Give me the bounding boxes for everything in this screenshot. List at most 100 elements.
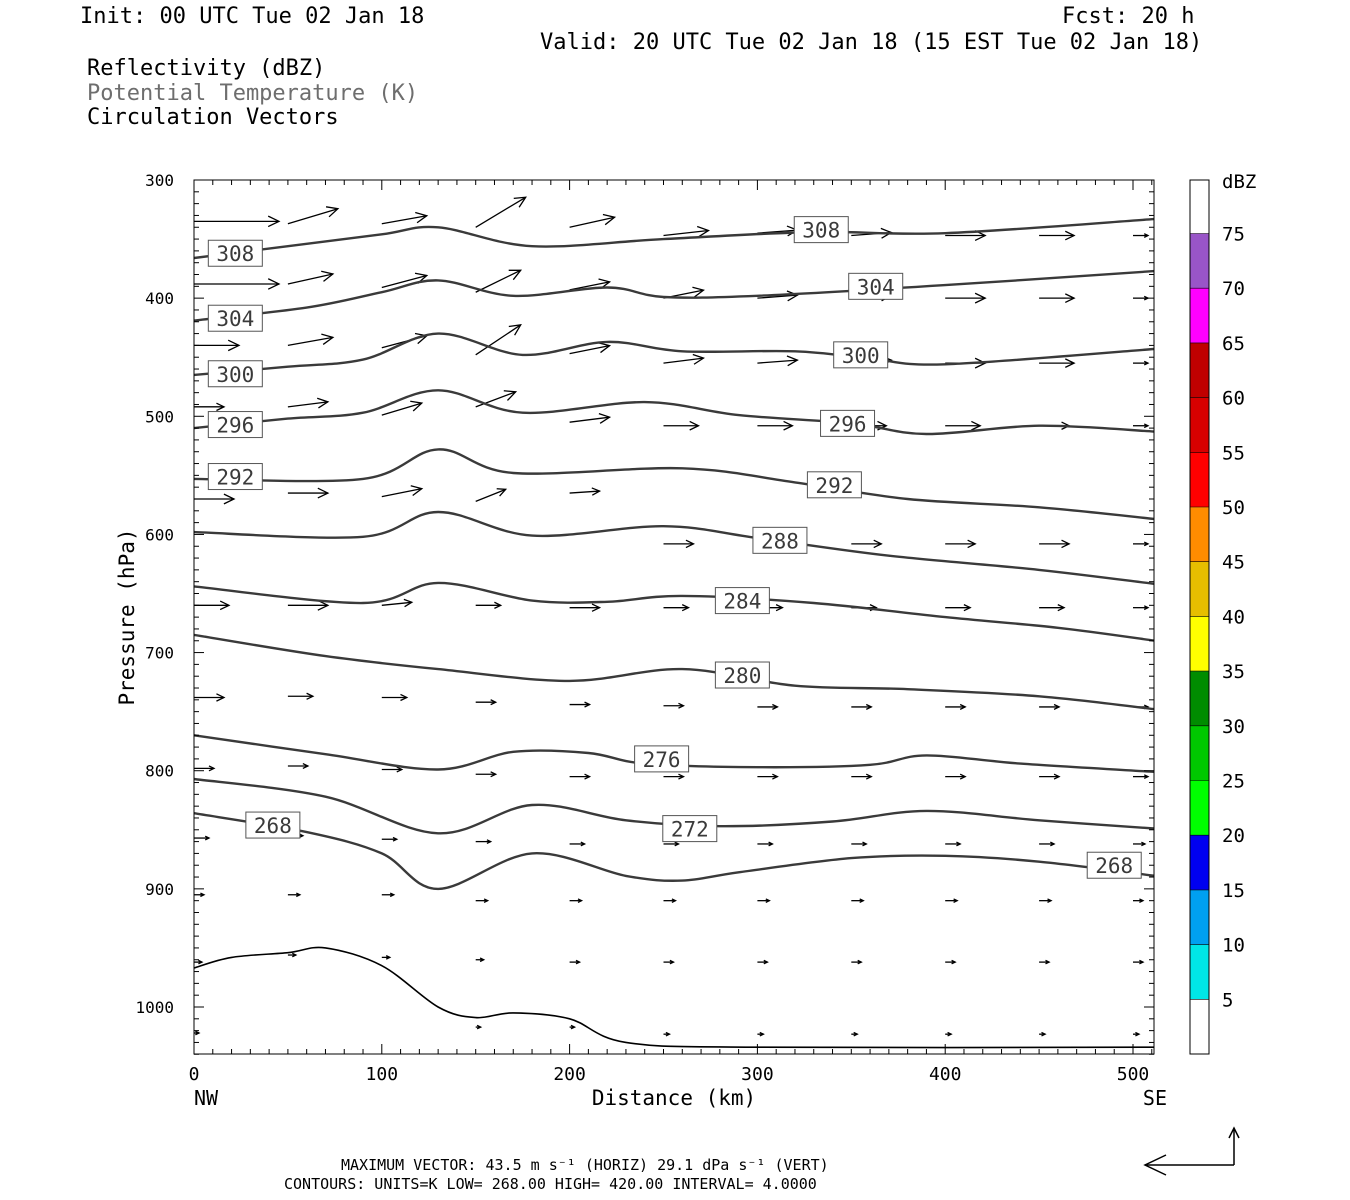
wind-vector: [1039, 230, 1076, 241]
wind-vector: [194, 959, 204, 965]
wind-vector: [475, 957, 486, 963]
x-tick-label: 300: [741, 1064, 774, 1085]
wind-vector: [381, 955, 392, 960]
x-end-label-nw: NW: [194, 1086, 219, 1110]
wind-vector: [475, 269, 523, 293]
theta-contour-280: [194, 633, 1154, 711]
colorbar-segment: [1190, 397, 1209, 453]
wind-vector: [1039, 358, 1076, 368]
contour-label-304: 304: [207, 304, 263, 332]
terrain-profile: [194, 946, 1154, 1049]
wind-vector: [381, 836, 399, 842]
wind-vector: [194, 835, 211, 841]
colorbar-segment: [1190, 944, 1209, 1000]
wind-vector: [194, 600, 231, 611]
wind-vector: [757, 355, 799, 367]
wind-vector: [945, 773, 967, 780]
wind-vector: [1039, 703, 1061, 710]
x-tick-label: 0: [189, 1064, 200, 1085]
colorbar-label: 45: [1222, 552, 1245, 574]
svg-text:268: 268: [1095, 854, 1133, 878]
wind-vector: [381, 211, 429, 225]
wind-vector: [569, 342, 612, 355]
colorbar-segment: [1190, 725, 1209, 781]
wind-vector: [287, 762, 310, 770]
wind-vector: [945, 292, 987, 304]
contour-label-280: 280: [714, 661, 770, 689]
wind-vector: [194, 693, 226, 702]
wind-vector: [1133, 605, 1150, 611]
wind-vector: [663, 773, 685, 780]
wind-vector: [287, 487, 330, 499]
svg-text:292: 292: [216, 466, 254, 490]
x-tick-label: 400: [929, 1064, 962, 1085]
wind-vector: [569, 841, 587, 847]
colorbar-segment: [1190, 452, 1209, 507]
wind-vector: [381, 598, 414, 608]
wind-vector: [1039, 604, 1066, 612]
wind-vector: [757, 1031, 765, 1037]
svg-text:288: 288: [761, 529, 799, 553]
contour-label-284: 284: [714, 587, 770, 615]
x-end-label-se: SE: [1143, 1086, 1167, 1110]
wind-vector: [851, 898, 865, 903]
field-circulation-vectors: Circulation Vectors: [87, 105, 339, 130]
wind-vector: [1133, 233, 1150, 238]
wind-vector: [475, 196, 527, 228]
wind-vector: [194, 278, 281, 290]
wind-vector: [851, 1031, 859, 1037]
wind-vector: [757, 959, 769, 965]
wind-vector: [475, 898, 490, 903]
colorbar-frame: [1189, 179, 1210, 1055]
contour-label-300: 300: [833, 341, 889, 369]
y-tick-label: 400: [145, 289, 174, 308]
contour-label-308: 308: [793, 216, 849, 244]
wind-vector: [1133, 959, 1145, 965]
valid-time: Valid: 20 UTC Tue 02 Jan 18 (15 EST Tue …: [540, 30, 1203, 55]
theta-contour-288: [194, 510, 1154, 586]
wind-vector: [475, 1024, 483, 1030]
reference-vector-icon: [1143, 1126, 1240, 1176]
colorbar-label: 5: [1222, 989, 1233, 1011]
svg-text:276: 276: [643, 748, 681, 772]
x-tick-label: 100: [366, 1064, 399, 1085]
wind-vector: [757, 703, 779, 710]
contour-label-268: 268: [1086, 851, 1142, 879]
colorbar-segment: [1190, 671, 1209, 726]
x-tick-label: 500: [1117, 1064, 1150, 1085]
y-tick-label: 500: [145, 407, 174, 426]
svg-text:300: 300: [216, 363, 254, 387]
colorbar-label: 15: [1222, 880, 1245, 902]
wind-vector: [194, 339, 241, 352]
svg-text:272: 272: [671, 818, 709, 842]
max-vector-info: MAXIMUM VECTOR: 43.5 m s⁻¹ (HORIZ) 29.1 …: [341, 1156, 829, 1174]
colorbar-label: 35: [1222, 661, 1245, 683]
contour-label-296: 296: [820, 409, 876, 437]
wind-vector: [663, 959, 675, 965]
colorbar-title: dBZ: [1222, 171, 1256, 193]
wind-vector: [1039, 898, 1053, 903]
x-axis-label: Distance (km): [592, 1086, 756, 1110]
wind-vector: [569, 412, 612, 424]
contour-label-268: 268: [245, 811, 301, 839]
wind-vector: [945, 841, 962, 847]
wind-vector: [945, 703, 967, 710]
wind-vector: [1133, 360, 1150, 366]
wind-vector: [569, 701, 592, 708]
wind-vector: [569, 487, 602, 496]
forecast-hour: Fcst: 20 h: [1062, 4, 1195, 29]
contour-label-296: 296: [207, 411, 263, 439]
wind-vector: [663, 539, 695, 549]
colorbar-label: 60: [1222, 388, 1245, 410]
svg-text:300: 300: [842, 344, 880, 368]
wind-vector: [194, 402, 226, 412]
svg-text:280: 280: [723, 664, 761, 688]
theta-contour-268: [194, 812, 1154, 891]
theta-contour-296: [194, 389, 1154, 436]
wind-vector: [287, 599, 330, 611]
wind-vector: [381, 892, 396, 898]
wind-vector: [475, 324, 522, 356]
y-tick-label: 300: [145, 171, 174, 190]
wind-vector: [945, 1031, 953, 1037]
colorbar-label: 70: [1222, 278, 1245, 300]
